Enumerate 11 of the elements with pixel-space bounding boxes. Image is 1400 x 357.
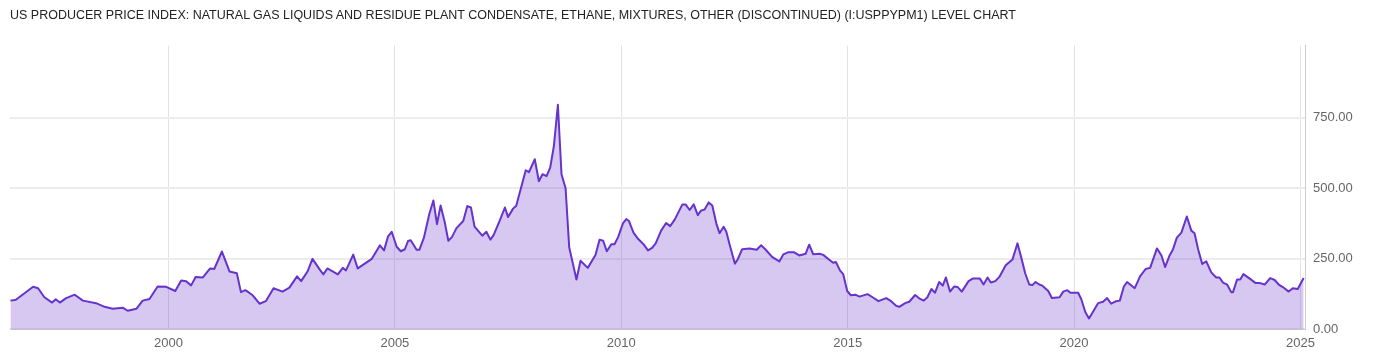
x-tick-label: 2010 xyxy=(606,334,636,350)
x-tick-label: 2025 xyxy=(1286,334,1315,350)
y-tick-label: 500.00 xyxy=(1313,179,1353,195)
x-tick-label: 2005 xyxy=(380,334,410,350)
y-tick-label: 250.00 xyxy=(1313,250,1353,266)
x-tick-label: 2000 xyxy=(154,334,183,350)
x-tick-label: 2015 xyxy=(833,334,863,350)
y-tick-label: 0.00 xyxy=(1313,320,1339,336)
x-tick-label: 2020 xyxy=(1059,334,1089,350)
y-tick-label: 750.00 xyxy=(1313,109,1353,125)
chart-title: US PRODUCER PRICE INDEX: NATURAL GAS LIQUIDS AND RESIDUE PLANT CONDENSATE, ETHANE, MIXTURES, OTHER (DISCONTINUED) (I:USPPYPM1) LEVEL CHART xyxy=(9,7,1017,24)
